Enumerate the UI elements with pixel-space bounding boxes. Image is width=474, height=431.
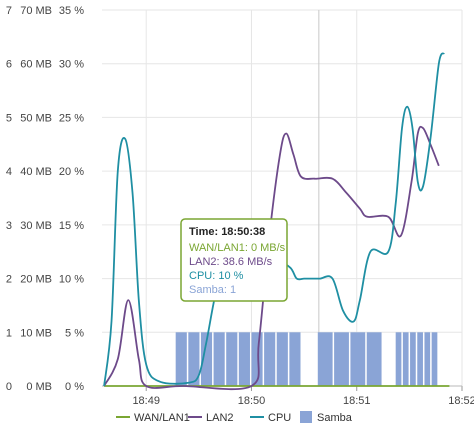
y-tick-percent: 5 %: [65, 327, 84, 339]
y-tick-percent: 35 %: [59, 5, 84, 17]
y-tick-percent: 15 %: [59, 220, 84, 232]
samba-bar: [214, 332, 225, 386]
y-tick-mb: 20 MB: [20, 274, 52, 286]
tooltip-samba: Samba: 1: [189, 284, 236, 296]
y-tick-count: 4: [6, 166, 12, 178]
y-tick-percent: 20 %: [59, 166, 84, 178]
y-tick-count: 3: [6, 220, 12, 232]
y-tick-count: 2: [6, 274, 12, 286]
samba-bar: [350, 332, 365, 386]
y-tick-percent: 10 %: [59, 274, 84, 286]
samba-bar: [334, 332, 349, 386]
legend-label-wan-lan1: WAN/LAN1: [134, 412, 190, 424]
samba-bars: [176, 332, 438, 386]
samba-bar: [396, 332, 402, 386]
samba-bar: [176, 332, 187, 386]
samba-bar: [289, 332, 300, 386]
y-tick-mb: 50 MB: [20, 112, 52, 124]
samba-bar: [367, 332, 382, 386]
legend-label-cpu: CPU: [268, 412, 291, 424]
y-tick-mb: 30 MB: [20, 220, 52, 232]
legend-label-samba: Samba: [317, 412, 353, 424]
y-tick-mb: 60 MB: [20, 59, 52, 71]
y-tick-count: 6: [6, 59, 12, 71]
samba-bar: [432, 332, 438, 386]
tooltip-lan2: LAN2: 38.6 MB/s: [189, 256, 273, 268]
y-tick-mb: 10 MB: [20, 327, 52, 339]
samba-bar: [264, 332, 275, 386]
y-tick-count: 1: [6, 327, 12, 339]
y-tick-count: 0: [6, 381, 12, 393]
samba-bar: [318, 332, 333, 386]
samba-bar: [417, 332, 423, 386]
tooltip-wan: WAN/LAN1: 0 MB/s: [189, 242, 286, 254]
x-tick-label: 18:49: [132, 395, 160, 407]
y-tick-mb: 0 MB: [26, 381, 52, 393]
samba-bar: [410, 332, 416, 386]
x-tick-label: 18:50: [238, 395, 266, 407]
samba-bar: [277, 332, 288, 386]
y-tick-count: 7: [6, 5, 12, 17]
samba-bar: [226, 332, 237, 386]
samba-bar: [239, 332, 250, 386]
y-tick-count: 5: [6, 112, 12, 124]
y-tick-mb: 40 MB: [20, 166, 52, 178]
y-tick-percent: 25 %: [59, 112, 84, 124]
legend-marker-samba: [300, 411, 312, 423]
y-tick-mb: 70 MB: [20, 5, 52, 17]
tooltip-cpu: CPU: 10 %: [189, 270, 244, 282]
x-tick-label: 18:52: [448, 395, 474, 407]
samba-bar: [403, 332, 409, 386]
y-tick-percent: 30 %: [59, 59, 84, 71]
samba-bar: [251, 332, 262, 386]
samba-bar: [424, 332, 430, 386]
legend-label-lan2: LAN2: [206, 412, 234, 424]
x-tick-label: 18:51: [343, 395, 371, 407]
legend: WAN/LAN1 LAN2 CPU Samba: [116, 411, 353, 424]
tooltip-time: Time: 18:50:38: [189, 226, 265, 238]
y-tick-percent: 0 %: [65, 381, 84, 393]
tooltip: Time: 18:50:38 WAN/LAN1: 0 MB/s LAN2: 38…: [181, 219, 287, 301]
